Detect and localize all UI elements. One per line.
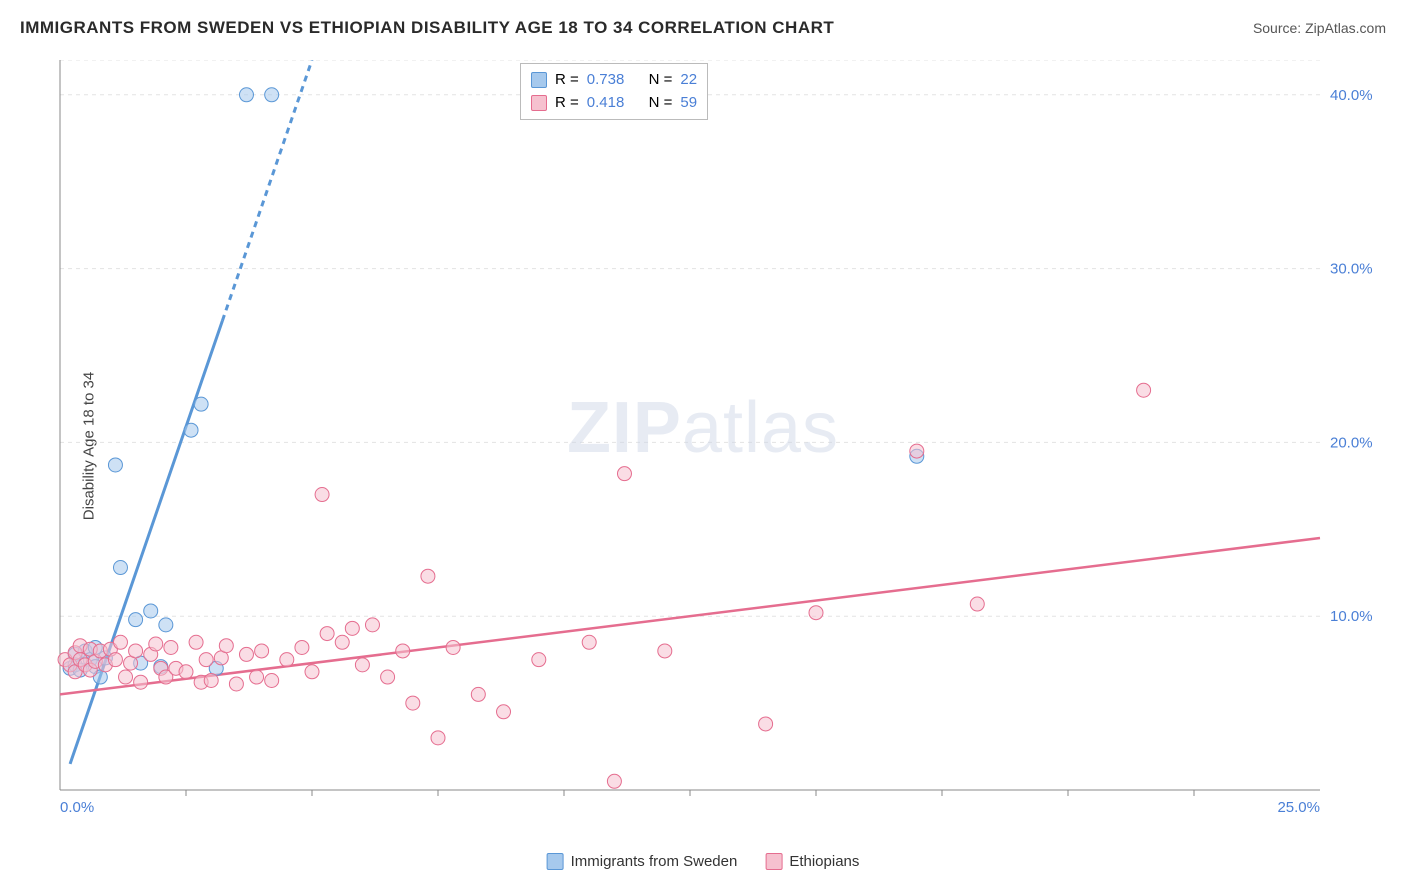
- svg-text:20.0%: 20.0%: [1330, 434, 1373, 451]
- swatch-icon: [547, 853, 564, 870]
- source-attribution: Source: ZipAtlas.com: [1253, 20, 1386, 36]
- svg-text:40.0%: 40.0%: [1330, 87, 1373, 104]
- bottom-legend: Immigrants from Sweden Ethiopians: [547, 853, 860, 870]
- swatch-icon: [531, 72, 547, 88]
- svg-text:10.0%: 10.0%: [1330, 608, 1373, 625]
- chart-svg: 10.0% 20.0% 30.0% 40.0% 0.0% 25.0%: [50, 60, 1380, 820]
- swatch-icon: [765, 853, 782, 870]
- legend-item-sweden: Immigrants from Sweden: [547, 853, 738, 870]
- header: IMMIGRANTS FROM SWEDEN VS ETHIOPIAN DISA…: [20, 18, 1386, 38]
- swatch-icon: [531, 95, 547, 111]
- scatter-plot: 10.0% 20.0% 30.0% 40.0% 0.0% 25.0%: [50, 60, 1380, 820]
- svg-text:25.0%: 25.0%: [1277, 799, 1320, 816]
- chart-title: IMMIGRANTS FROM SWEDEN VS ETHIOPIAN DISA…: [20, 18, 834, 38]
- svg-text:0.0%: 0.0%: [60, 799, 94, 816]
- legend-item-ethiopians: Ethiopians: [765, 853, 859, 870]
- stats-legend-box: R = 0.738 N = 22 R = 0.418 N = 59: [520, 63, 708, 120]
- stats-row-sweden: R = 0.738 N = 22: [531, 69, 697, 92]
- stats-row-ethiopians: R = 0.418 N = 59: [531, 92, 697, 115]
- svg-text:30.0%: 30.0%: [1330, 261, 1373, 278]
